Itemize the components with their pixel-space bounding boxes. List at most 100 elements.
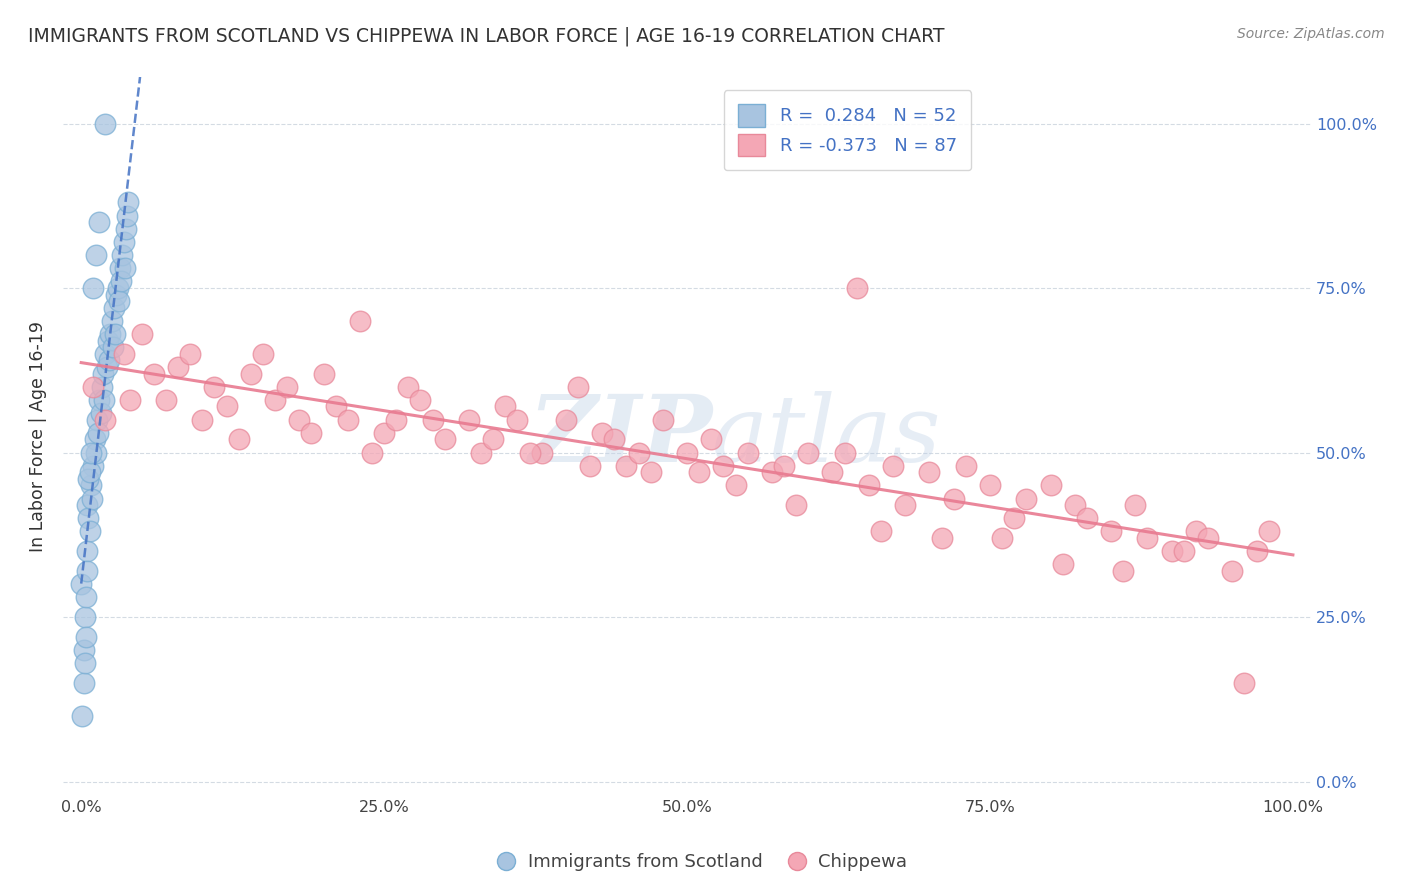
Point xyxy=(700,433,723,447)
Point xyxy=(110,275,132,289)
Point xyxy=(103,301,125,315)
Point xyxy=(591,425,613,440)
Point xyxy=(84,445,107,459)
Point xyxy=(89,392,111,407)
Point xyxy=(80,478,103,492)
Point xyxy=(76,564,98,578)
Point xyxy=(396,380,419,394)
Point xyxy=(1173,544,1195,558)
Point xyxy=(506,412,529,426)
Point xyxy=(204,380,226,394)
Point xyxy=(90,406,112,420)
Point xyxy=(112,347,135,361)
Point xyxy=(1125,498,1147,512)
Point xyxy=(90,380,112,394)
Point xyxy=(1246,544,1268,558)
Point xyxy=(105,287,128,301)
Point xyxy=(76,544,98,558)
Point xyxy=(530,445,553,459)
Point xyxy=(761,465,783,479)
Y-axis label: In Labor Force | Age 16-19: In Labor Force | Age 16-19 xyxy=(30,320,46,551)
Point xyxy=(288,412,311,426)
Point xyxy=(834,445,856,459)
Point xyxy=(713,458,735,473)
Point xyxy=(98,327,121,342)
Point xyxy=(107,294,129,309)
Point xyxy=(131,327,153,342)
Point xyxy=(1112,564,1135,578)
Point xyxy=(76,498,98,512)
Point xyxy=(422,412,444,426)
Point xyxy=(72,708,94,723)
Point xyxy=(894,498,917,512)
Point xyxy=(239,367,262,381)
Point xyxy=(86,412,108,426)
Point xyxy=(519,445,541,459)
Point xyxy=(955,458,977,473)
Point xyxy=(70,577,93,591)
Point xyxy=(75,591,97,605)
Point xyxy=(72,643,94,657)
Point xyxy=(155,392,177,407)
Point xyxy=(114,261,136,276)
Point xyxy=(361,445,384,459)
Text: Source: ZipAtlas.com: Source: ZipAtlas.com xyxy=(1237,27,1385,41)
Point xyxy=(567,380,589,394)
Point xyxy=(107,281,129,295)
Point xyxy=(82,380,104,394)
Point xyxy=(93,392,115,407)
Point xyxy=(83,433,105,447)
Point xyxy=(651,412,673,426)
Point xyxy=(87,425,110,440)
Point xyxy=(737,445,759,459)
Point xyxy=(167,359,190,374)
Point xyxy=(1052,558,1074,572)
Point xyxy=(142,367,165,381)
Text: ZIP: ZIP xyxy=(527,391,711,481)
Point xyxy=(676,445,699,459)
Point xyxy=(97,334,120,348)
Point xyxy=(228,433,250,447)
Point xyxy=(688,465,710,479)
Point xyxy=(482,433,505,447)
Point xyxy=(111,248,134,262)
Point xyxy=(1136,531,1159,545)
Point xyxy=(101,340,124,354)
Point xyxy=(1160,544,1182,558)
Text: IMMIGRANTS FROM SCOTLAND VS CHIPPEWA IN LABOR FORCE | AGE 16-19 CORRELATION CHAR: IMMIGRANTS FROM SCOTLAND VS CHIPPEWA IN … xyxy=(28,27,945,46)
Point xyxy=(640,465,662,479)
Point xyxy=(77,472,100,486)
Point xyxy=(80,445,103,459)
Point xyxy=(98,353,121,368)
Point xyxy=(1099,524,1122,539)
Point xyxy=(433,433,456,447)
Point xyxy=(301,425,323,440)
Point xyxy=(579,458,602,473)
Point xyxy=(312,367,335,381)
Point xyxy=(1015,491,1038,506)
Point xyxy=(870,524,893,539)
Point xyxy=(179,347,201,361)
Point xyxy=(724,478,747,492)
Point xyxy=(470,445,492,459)
Point xyxy=(115,221,138,235)
Point xyxy=(94,412,117,426)
Point xyxy=(79,524,101,539)
Point xyxy=(1076,511,1098,525)
Point xyxy=(276,380,298,394)
Point xyxy=(918,465,941,479)
Point xyxy=(73,656,96,670)
Point xyxy=(84,248,107,262)
Text: atlas: atlas xyxy=(711,391,942,481)
Point xyxy=(72,676,94,690)
Point xyxy=(858,478,880,492)
Point xyxy=(94,347,117,361)
Point xyxy=(79,465,101,479)
Point xyxy=(112,235,135,249)
Point xyxy=(616,458,638,473)
Point xyxy=(89,215,111,229)
Point xyxy=(349,314,371,328)
Point xyxy=(1233,676,1256,690)
Point xyxy=(75,630,97,644)
Point xyxy=(494,400,516,414)
